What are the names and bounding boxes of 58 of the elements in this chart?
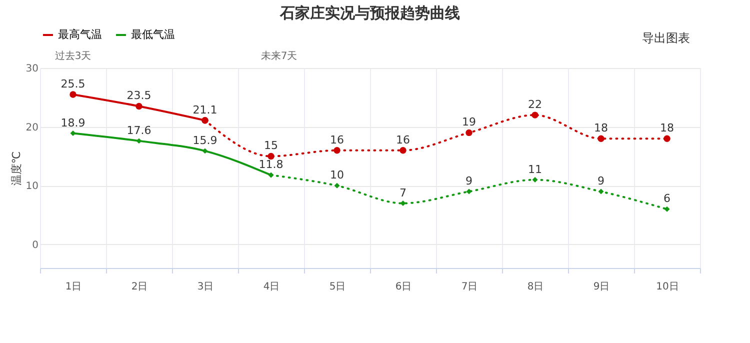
- point: [136, 102, 142, 110]
- x-tick-label: 8日: [527, 282, 544, 292]
- data-label: 11.8: [258, 158, 284, 172]
- data-label: 11: [528, 162, 542, 176]
- x-tick-label: 2日: [131, 282, 148, 292]
- y-axis-title: 温度℃: [10, 151, 23, 186]
- text: 导出图表: [642, 31, 690, 45]
- x-tick-label: 7日: [461, 282, 478, 292]
- legend-label: 最低气温: [131, 28, 175, 41]
- x-tick-label: 9日: [593, 282, 610, 292]
- text: 过去3天: [54, 50, 92, 62]
- y-tick-label: 0: [32, 240, 38, 251]
- point: [268, 152, 274, 160]
- data-label: 9: [466, 174, 472, 188]
- data-label: 19: [462, 116, 476, 129]
- point: [664, 135, 670, 142]
- data-label: 25.5: [60, 77, 86, 90]
- point: [400, 147, 406, 154]
- y-tick-label: 30: [26, 64, 38, 74]
- point: [268, 172, 274, 178]
- point: [70, 91, 76, 98]
- point: [466, 129, 472, 136]
- data-label: 15.9: [192, 134, 218, 147]
- point: [466, 188, 472, 194]
- point: [532, 112, 538, 118]
- legend-label: 最高气温: [58, 28, 102, 41]
- data-label: 23.5: [126, 89, 152, 102]
- point: [334, 182, 340, 188]
- data-label: 21.1: [192, 103, 218, 116]
- data-label: 15: [264, 139, 278, 152]
- data-label: 6: [664, 192, 670, 206]
- data-label: 10: [330, 168, 344, 182]
- data-label: 22: [528, 98, 542, 112]
- point: [202, 117, 208, 124]
- data-label: 16: [396, 133, 410, 146]
- point: [664, 206, 670, 212]
- x-tick-label: 4日: [263, 282, 280, 292]
- x-tick-label: 5日: [329, 282, 346, 292]
- data-label: 9: [598, 174, 604, 188]
- x-tick-label: 3日: [197, 282, 214, 292]
- y-tick-label: 20: [26, 122, 38, 134]
- x-tick-label: 6日: [395, 282, 412, 292]
- point: [202, 148, 208, 154]
- point: [334, 147, 340, 154]
- x-tick-label: 10日: [656, 282, 679, 292]
- data-label: 17.6: [126, 124, 152, 137]
- data-label: 16: [330, 133, 344, 146]
- point: [136, 138, 142, 144]
- chart-title: 石家庄实况与预报趋势曲线: [279, 4, 460, 22]
- data-label: 18: [660, 122, 674, 135]
- y-tick-label: 10: [26, 181, 38, 192]
- data-label: 18.9: [60, 116, 86, 130]
- data-label: 7: [400, 186, 406, 200]
- data-label: 18: [594, 122, 608, 135]
- point: [598, 188, 604, 194]
- text: 未来7天: [260, 50, 298, 62]
- x-tick-label: 1日: [65, 282, 82, 292]
- point: [598, 135, 604, 142]
